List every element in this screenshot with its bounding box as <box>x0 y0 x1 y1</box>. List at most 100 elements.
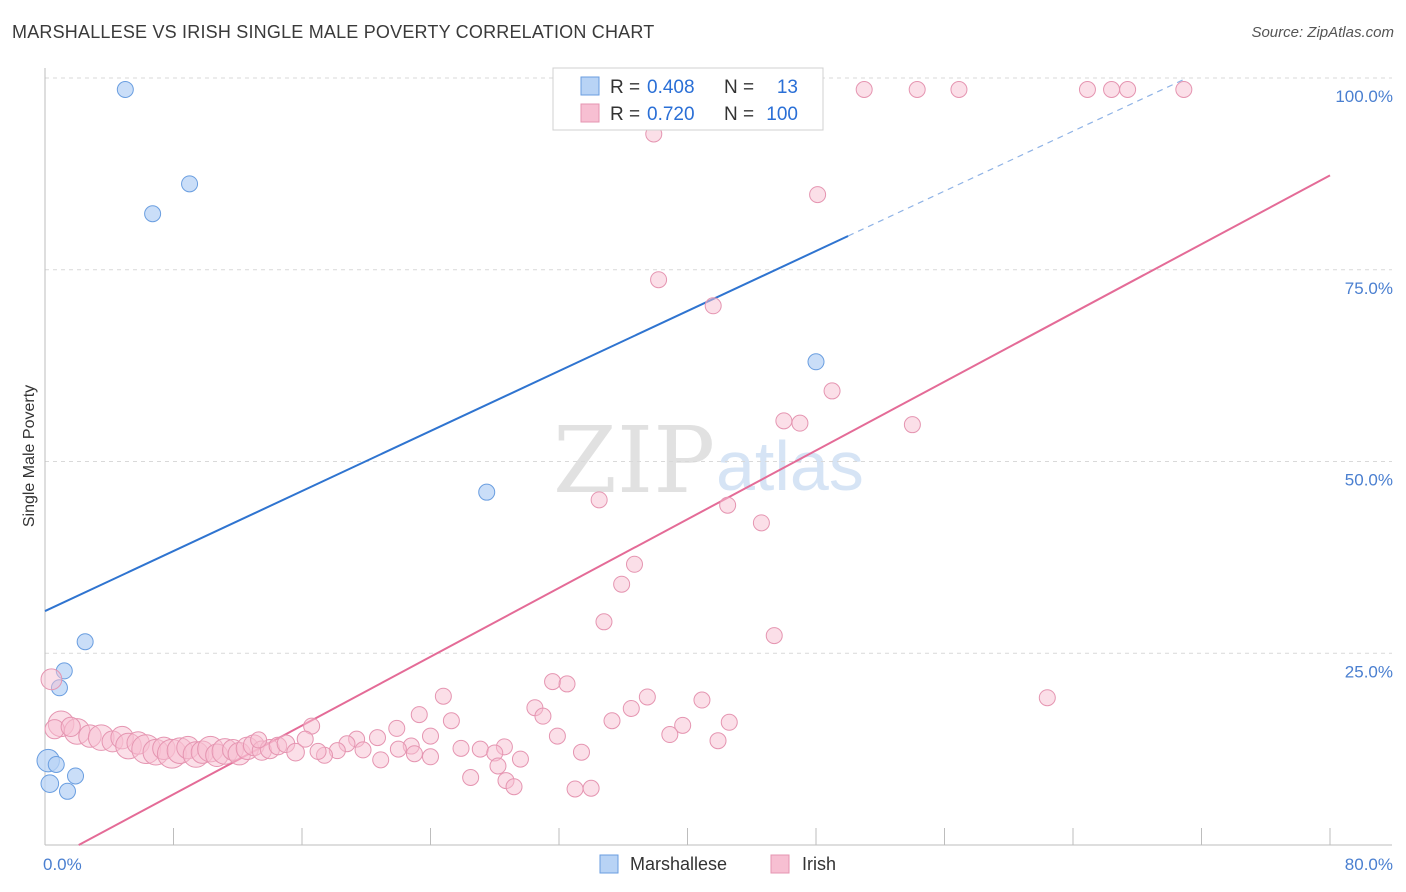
irish-point-22 <box>765 627 783 645</box>
scatter-points <box>36 81 1193 800</box>
marshallese-point-0 <box>116 81 134 99</box>
irish-point-59 <box>462 769 480 787</box>
chart-title: MARSHALLESE VS IRISH SINGLE MALE POVERTY… <box>12 22 655 42</box>
irish-point-38 <box>388 719 406 737</box>
irish-point-23 <box>544 673 562 691</box>
watermark-zip: ZIP <box>553 407 715 514</box>
bottom-legend-swatch-marshallese <box>599 854 619 874</box>
watermark-atlas: atlas <box>716 427 864 505</box>
irish-point-52 <box>572 743 590 761</box>
y-tick-label-2: 75.0% <box>1345 279 1393 298</box>
bottom-legend: Marshallese Irish <box>599 854 836 874</box>
irish-point-49 <box>471 740 489 758</box>
marshallese-point-10 <box>40 774 60 793</box>
legend-n-value-2: 100 <box>766 104 798 125</box>
irish-point-30 <box>622 699 640 717</box>
irish-point-50 <box>389 740 407 758</box>
irish-point-48 <box>452 739 470 757</box>
x-tick-label-0: 0.0% <box>43 855 82 874</box>
y-tick-label-1: 50.0% <box>1345 471 1393 490</box>
irish-point-42 <box>709 732 727 750</box>
legend-r-value-2: 0.720 <box>647 104 695 125</box>
marshallese-point-12 <box>58 782 76 800</box>
irish-point-95 <box>354 741 372 759</box>
irish-point-32 <box>534 707 552 725</box>
marshallese-point-3 <box>807 353 825 371</box>
irish-point-99 <box>60 716 81 737</box>
irish-point-63 <box>582 779 600 797</box>
irish-point-43 <box>368 729 386 747</box>
tick-labels: 25.0% 50.0% 75.0% 100.0% 0.0% 80.0% <box>43 87 1393 874</box>
legend-n-label-1: N = <box>724 77 754 98</box>
irish-point-17 <box>719 496 737 514</box>
irish-point-3 <box>950 81 968 99</box>
irish-point-58 <box>489 757 507 775</box>
irish-point-35 <box>720 713 738 731</box>
legend-n-label-2: N = <box>724 104 754 125</box>
irish-point-41 <box>548 727 566 745</box>
irish-point-28 <box>1038 689 1056 707</box>
legend-r-label-2: R = <box>610 104 640 125</box>
legend-n-value-1: 13 <box>777 77 798 98</box>
irish-point-9 <box>809 186 827 204</box>
irish-point-7 <box>1175 81 1193 99</box>
irish-point-11 <box>704 297 722 315</box>
irish-point-13 <box>775 412 793 430</box>
irish-point-56 <box>422 748 439 766</box>
irish-point-10 <box>650 271 668 289</box>
irish-point-19 <box>625 555 643 573</box>
legend-swatch-marshallese <box>580 76 600 96</box>
bottom-legend-marshallese: Marshallese <box>630 854 727 874</box>
irish-point-14 <box>791 414 809 432</box>
marshallese-trend-line <box>44 235 849 612</box>
y-axis-label: Single Male Poverty <box>21 385 38 527</box>
irish-point-36 <box>674 716 692 734</box>
irish-point-25 <box>434 687 452 705</box>
irish-point-31 <box>410 706 428 724</box>
irish-point-2 <box>908 81 926 99</box>
legend-swatch-irish <box>580 103 600 123</box>
y-tick-label-3: 100.0% <box>1335 87 1393 106</box>
marshallese-point-1 <box>144 205 162 223</box>
irish-point-34 <box>603 712 621 730</box>
marshallese-trend-extension <box>847 78 1186 237</box>
legend-r-label-1: R = <box>610 77 640 98</box>
irish-point-6 <box>1119 81 1137 99</box>
irish-point-54 <box>405 745 423 763</box>
irish-point-40 <box>422 727 439 745</box>
marshallese-point-9 <box>47 755 65 773</box>
irish-point-97 <box>250 731 268 749</box>
irish-point-1 <box>855 81 873 99</box>
irish-point-92 <box>286 742 305 762</box>
legend: R = 0.408 N = 13 R = 0.720 N = 100 <box>552 67 824 131</box>
irish-point-12 <box>823 382 841 400</box>
marshallese-point-5 <box>76 633 94 651</box>
irish-point-21 <box>595 613 613 631</box>
marshallese-point-11 <box>67 767 85 785</box>
irish-point-39 <box>661 726 679 744</box>
irish-point-96 <box>372 751 390 769</box>
marshallese-point-4 <box>478 483 496 501</box>
irish-point-16 <box>590 491 608 509</box>
axes <box>44 68 1392 846</box>
irish-point-57 <box>511 750 529 768</box>
bottom-legend-swatch-irish <box>770 854 790 874</box>
irish-point-26 <box>638 688 656 706</box>
x-tick-label-1: 80.0% <box>1345 855 1393 874</box>
irish-point-64 <box>40 668 63 691</box>
irish-point-4 <box>1078 81 1096 99</box>
irish-point-62 <box>566 780 584 798</box>
irish-point-18 <box>752 514 770 532</box>
y-tick-label-0: 25.0% <box>1345 662 1393 681</box>
irish-trend-line <box>78 174 1331 846</box>
marshallese-point-2 <box>181 175 199 193</box>
irish-point-20 <box>613 575 631 593</box>
irish-point-15 <box>903 416 921 434</box>
irish-point-33 <box>442 712 460 730</box>
legend-r-value-1: 0.408 <box>647 77 695 98</box>
irish-point-93 <box>296 730 314 748</box>
irish-point-94 <box>309 742 327 760</box>
source-label: Source: ZipAtlas.com <box>1251 24 1394 41</box>
bottom-legend-irish: Irish <box>802 854 836 874</box>
